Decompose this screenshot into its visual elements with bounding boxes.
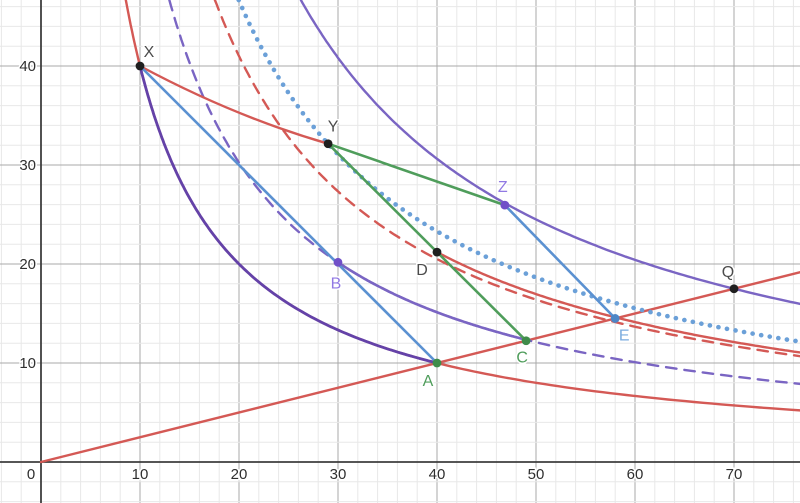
y-tick-label-10: 10 — [19, 355, 36, 372]
point-C[interactable] — [521, 336, 531, 346]
curve-segment-Y-C-green[interactable] — [326, 142, 528, 342]
point-label-A: A — [423, 373, 434, 390]
point-Z[interactable] — [500, 200, 510, 210]
curve-segment-Y-Z-green[interactable] — [326, 142, 507, 207]
x-tick-label-30: 30 — [330, 466, 347, 483]
curve-segment-X-A-blue[interactable] — [138, 64, 439, 365]
point-label-D: D — [416, 262, 428, 279]
curve-hyperbola-xy1225-purple[interactable] — [299, 0, 800, 306]
point-label-C: C — [516, 350, 528, 367]
curve-hyperbola-xy848-red-from-D[interactable] — [435, 250, 800, 354]
x-tick-label-10: 10 — [132, 466, 149, 483]
point-Y[interactable] — [323, 139, 333, 149]
point-E[interactable] — [610, 314, 620, 323]
curve-segment-Z-E-blue[interactable] — [503, 203, 617, 320]
point-label-X: X — [144, 44, 155, 61]
point-label-Y: Y — [328, 119, 339, 136]
curve-income-line-red[interactable] — [39, 271, 800, 464]
origin-label: 0 — [27, 466, 35, 483]
curve-hyperbola-xy820-red-dashed[interactable] — [213, 0, 800, 358]
point-X[interactable] — [135, 61, 145, 71]
curve-hyperbola-xy932-blue-dotted[interactable] — [236, 0, 800, 344]
x-tick-label-50: 50 — [528, 466, 545, 483]
curve-curve-X-to-Y-red[interactable] — [138, 64, 330, 145]
curve-hyperbola-xy400-red[interactable] — [124, 0, 800, 412]
point-label-Q: Q — [722, 264, 734, 281]
x-tick-label-40: 40 — [429, 466, 446, 483]
curve-indifference-xy400-dark-purple-X-A[interactable] — [138, 64, 439, 365]
y-tick-label-40: 40 — [19, 58, 36, 75]
y-tick-label-20: 20 — [19, 256, 36, 273]
point-label-Z: Z — [498, 179, 508, 196]
point-D[interactable] — [432, 247, 442, 257]
point-B[interactable] — [333, 257, 343, 267]
point-A[interactable] — [432, 358, 442, 368]
point-Q[interactable] — [729, 284, 739, 294]
x-tick-label-60: 60 — [627, 466, 644, 483]
x-tick-label-20: 20 — [231, 466, 248, 483]
point-label-B: B — [331, 275, 342, 292]
point-label-E: E — [619, 327, 630, 344]
y-tick-label-30: 30 — [19, 157, 36, 174]
curve-indifference-xy605-purple-B-C[interactable] — [336, 261, 528, 342]
x-tick-label-70: 70 — [726, 466, 743, 483]
